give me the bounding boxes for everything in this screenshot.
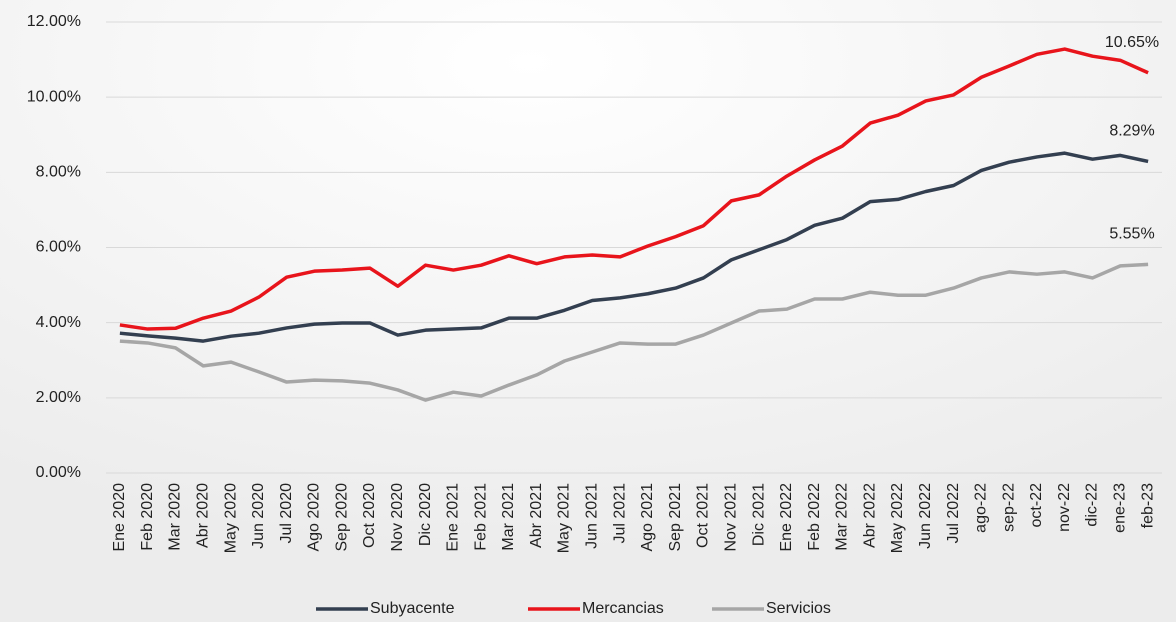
x-tick-label: Abr 2022 (861, 483, 878, 548)
x-tick-label: Feb 2022 (806, 483, 823, 551)
x-tick-label: Abr 2021 (528, 483, 545, 548)
x-tick-label: nov-22 (1056, 483, 1073, 532)
series-line (119, 262, 1149, 402)
x-tick-label: Nov 2020 (389, 483, 406, 552)
x-tick-label: Jun 2022 (917, 483, 934, 549)
x-tick-label: Mar 2022 (834, 483, 851, 551)
x-tick-label: May 2020 (222, 483, 239, 553)
legend-label: Servicios (766, 600, 831, 617)
x-tick-label: Feb 2021 (472, 483, 489, 551)
x-tick-label: Oct 2021 (695, 483, 712, 548)
x-tick-label: Nov 2021 (722, 483, 739, 552)
y-tick-label: 12.00% (27, 13, 81, 30)
y-tick-label: 4.00% (36, 314, 81, 331)
x-tick-label: Mar 2020 (167, 483, 184, 551)
x-tick-label: ene-23 (1112, 483, 1129, 533)
y-tick-label: 0.00% (36, 464, 81, 481)
x-tick-label: Ene 2021 (445, 483, 462, 552)
x-tick-label: Jul 2021 (611, 483, 628, 544)
legend-label: Subyacente (370, 600, 455, 617)
x-tick-label: ago-22 (973, 483, 990, 533)
x-tick-label: dic-22 (1084, 483, 1101, 527)
x-tick-label: May 2022 (889, 483, 906, 553)
y-tick-label: 8.00% (36, 164, 81, 181)
x-tick-label: Jun 2021 (584, 483, 601, 549)
x-tick-label: Ago 2020 (306, 483, 323, 552)
series-line (119, 151, 1149, 343)
y-tick-label: 2.00% (36, 389, 81, 406)
x-tick-label: Sep 2020 (333, 483, 350, 552)
x-tick-label: Ago 2021 (639, 483, 656, 552)
x-tick-label: feb-23 (1139, 483, 1156, 528)
x-tick-label: Jul 2022 (945, 483, 962, 544)
data-label: 5.55% (1109, 226, 1154, 243)
x-tick-label: Jul 2020 (278, 483, 295, 544)
x-tick-label: oct-22 (1028, 483, 1045, 528)
x-tick-label: Dic 2020 (417, 483, 434, 546)
data-label: 10.65% (1105, 34, 1159, 51)
x-tick-label: Mar 2021 (500, 483, 517, 551)
x-tick-label: Ene 2022 (778, 483, 795, 552)
legend-label: Mercancias (582, 600, 664, 617)
x-tick-label: sep-22 (1000, 483, 1017, 532)
data-label: 8.29% (1109, 123, 1154, 140)
series-line (119, 47, 1149, 331)
x-tick-label: May 2021 (556, 483, 573, 553)
x-tick-label: Sep 2021 (667, 483, 684, 552)
x-tick-label: Dic 2021 (750, 483, 767, 546)
x-tick-label: Abr 2020 (194, 483, 211, 548)
x-tick-label: Oct 2020 (361, 483, 378, 548)
y-tick-label: 6.00% (36, 239, 81, 256)
x-tick-label: Feb 2020 (139, 483, 156, 551)
x-tick-label: Ene 2020 (111, 483, 128, 552)
x-tick-label: Jun 2020 (250, 483, 267, 549)
y-tick-label: 10.00% (27, 88, 81, 105)
